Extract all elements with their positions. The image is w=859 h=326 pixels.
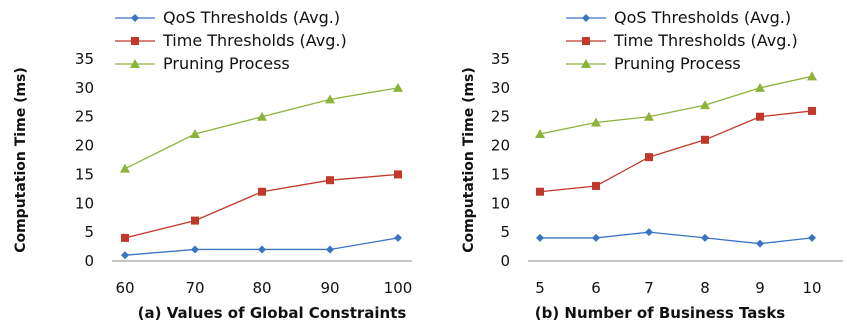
legend-marker bbox=[581, 59, 591, 68]
y-tick-label: 25 bbox=[75, 108, 94, 126]
y-tick-label: 30 bbox=[75, 79, 94, 97]
series-0 bbox=[121, 233, 402, 260]
data-point bbox=[258, 245, 266, 254]
series-2 bbox=[120, 82, 403, 173]
data-point bbox=[645, 228, 653, 237]
y-tick-label: 10 bbox=[75, 194, 94, 212]
y-tick-label: 15 bbox=[491, 165, 510, 183]
data-point bbox=[394, 170, 402, 179]
data-point bbox=[121, 251, 129, 260]
legend-label: Pruning Process bbox=[163, 54, 290, 73]
data-point bbox=[191, 245, 199, 254]
y-axis-label: Computation Time (ms) bbox=[461, 67, 477, 253]
data-point bbox=[808, 106, 816, 115]
data-point bbox=[756, 239, 764, 248]
data-point bbox=[121, 233, 129, 242]
y-tick-label: 20 bbox=[75, 137, 94, 155]
data-point bbox=[258, 187, 266, 196]
data-point bbox=[394, 233, 402, 242]
legend-marker bbox=[131, 14, 139, 22]
legend-label: QoS Thresholds (Avg.) bbox=[163, 8, 340, 27]
data-point bbox=[808, 233, 816, 242]
legend-label: Pruning Process bbox=[614, 54, 741, 73]
x-tick-label: 8 bbox=[700, 279, 710, 297]
y-tick-label: 5 bbox=[84, 223, 94, 241]
series-1 bbox=[536, 106, 816, 196]
data-point bbox=[326, 245, 334, 254]
data-point bbox=[756, 112, 764, 121]
data-point bbox=[326, 176, 334, 185]
series-line bbox=[539, 75, 813, 135]
series-2 bbox=[535, 71, 817, 139]
data-point bbox=[191, 216, 199, 225]
data-point bbox=[701, 233, 709, 242]
x-tick-label: 70 bbox=[185, 279, 204, 297]
chart-panel-b: 0 5 10 15 20 25 30 35 5 6 7 8 9 10 Computation Time (m… bbox=[461, 8, 843, 322]
data-point bbox=[592, 181, 600, 190]
y-tick-label: 25 bbox=[491, 108, 510, 126]
data-point bbox=[120, 163, 130, 173]
x-tick-label: 9 bbox=[755, 279, 765, 297]
series-1 bbox=[121, 170, 402, 242]
y-tick-label: 15 bbox=[75, 165, 94, 183]
data-point bbox=[592, 233, 600, 242]
data-point bbox=[645, 153, 653, 162]
y-tick-label: 5 bbox=[500, 223, 510, 241]
y-tick-label: 35 bbox=[491, 50, 510, 68]
legend-marker bbox=[582, 37, 590, 45]
y-axis-label: Computation Time (ms) bbox=[13, 67, 29, 253]
series-0 bbox=[536, 228, 816, 248]
y-tick-label: 10 bbox=[491, 194, 510, 212]
x-tick-label: 6 bbox=[591, 279, 601, 297]
series-line bbox=[540, 231, 813, 245]
data-point bbox=[755, 82, 765, 92]
data-point bbox=[807, 71, 817, 81]
legend-marker bbox=[582, 14, 590, 22]
data-point bbox=[644, 111, 654, 121]
data-point bbox=[190, 129, 200, 139]
x-tick-label: 7 bbox=[644, 279, 654, 297]
data-point bbox=[393, 82, 403, 92]
y-tick-label: 0 bbox=[84, 252, 94, 270]
x-tick-label: 80 bbox=[252, 279, 271, 297]
y-tick-label: 20 bbox=[491, 137, 510, 155]
chart-panel-a: 0 5 10 15 20 25 30 35 60 70 80 90 100 Computation Tim… bbox=[13, 8, 412, 322]
legend-marker bbox=[131, 37, 139, 45]
series-line bbox=[539, 110, 813, 193]
series-line bbox=[124, 87, 399, 170]
y-tick-label: 35 bbox=[75, 50, 94, 68]
x-tick-label: 5 bbox=[535, 279, 545, 297]
y-tick-label: 30 bbox=[491, 79, 510, 97]
y-tick-label: 0 bbox=[500, 252, 510, 270]
x-tick-label: 60 bbox=[115, 279, 134, 297]
legend-label: QoS Thresholds (Avg.) bbox=[614, 8, 791, 27]
legend-label: Time Thresholds (Avg.) bbox=[162, 31, 347, 50]
data-point bbox=[325, 94, 335, 104]
x-axis-label: (a) Values of Global Constraints bbox=[138, 304, 407, 322]
x-axis-label: (b) Number of Business Tasks bbox=[535, 304, 786, 322]
data-point bbox=[535, 129, 545, 139]
data-point bbox=[700, 100, 710, 110]
data-point bbox=[257, 111, 267, 121]
data-point bbox=[536, 187, 544, 196]
data-point bbox=[701, 135, 709, 144]
x-tick-label: 90 bbox=[320, 279, 339, 297]
data-point bbox=[536, 233, 544, 242]
data-point bbox=[591, 117, 601, 127]
legend-label: Time Thresholds (Avg.) bbox=[613, 31, 798, 50]
series-line bbox=[124, 173, 399, 239]
x-tick-label: 100 bbox=[384, 279, 413, 297]
x-tick-label: 10 bbox=[802, 279, 821, 297]
legend-marker bbox=[130, 59, 140, 68]
